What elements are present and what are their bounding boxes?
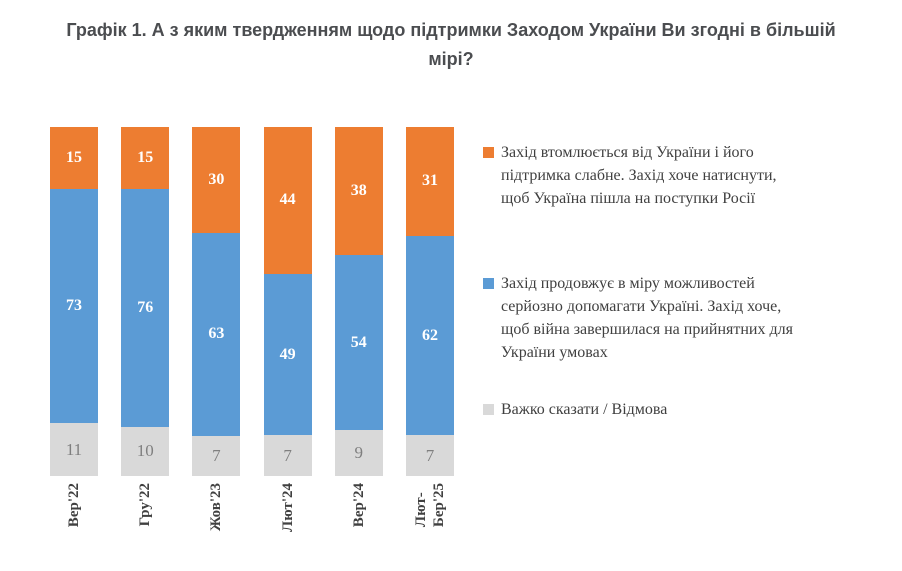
bar-group: 44 49 7 xyxy=(263,127,312,476)
bar-segment-hard-to-say: 7 xyxy=(263,435,312,476)
bar-segment-hard-to-say: 10 xyxy=(121,426,170,476)
chart-title: Графік 1. А з яким твердженням щодо підт… xyxy=(66,20,836,69)
bar-group: 15 76 10 xyxy=(121,127,170,476)
bar-value-label: 9 xyxy=(354,442,364,462)
bar-value-label: 49 xyxy=(279,345,296,363)
bar-value-label: 15 xyxy=(66,149,82,167)
bar-segment-west-helps: 62 xyxy=(405,235,454,436)
bar-value-label: 7 xyxy=(425,445,435,465)
legend-label: Захід втомлюється від України і його під… xyxy=(501,144,777,207)
legend: Захід втомлюється від України і його під… xyxy=(483,0,897,571)
x-axis-label: Вер'24 xyxy=(350,483,367,528)
bar-value-label: 63 xyxy=(208,325,225,343)
bar-group: 38 54 9 xyxy=(334,127,383,476)
bar-value-label: 15 xyxy=(137,148,154,166)
bar-value-label: 7 xyxy=(212,445,221,465)
bar-segment-west-helps: 49 xyxy=(263,273,312,436)
x-axis-label: Вер'22 xyxy=(66,483,82,528)
x-axis-label-cell: Вер'22 xyxy=(50,483,98,555)
bar-segment-west-tired: 15 xyxy=(50,127,98,190)
bar-value-label: 44 xyxy=(279,191,296,209)
x-axis-label: Жов'23 xyxy=(208,483,225,532)
bar-segment-hard-to-say: 9 xyxy=(334,429,383,476)
x-axis-label: Лют- Бер'25 xyxy=(412,483,447,528)
x-axis-label-cell: Жов'23 xyxy=(192,483,240,555)
bar-value-label: 73 xyxy=(66,297,82,315)
bar-value-label: 11 xyxy=(65,439,83,459)
bar-group: 15 73 11 xyxy=(50,127,98,476)
bar-segment-west-tired: 15 xyxy=(121,127,170,189)
x-axis-label-cell: Лют- Бер'25 xyxy=(406,483,454,555)
bar-value-label: 38 xyxy=(350,182,367,200)
bar-value-label: 54 xyxy=(350,333,367,351)
bar-group: 31 62 7 xyxy=(405,127,454,476)
bar-segment-west-tired: 30 xyxy=(192,127,241,233)
plot-area: 15 73 11 15 76 10 30 63 7 44 49 7 38 54 9 31 62 7 xyxy=(50,127,454,477)
bar-segment-hard-to-say: 7 xyxy=(192,435,241,477)
bar-segment-west-helps: 63 xyxy=(192,232,241,436)
bar-segment-west-tired: 38 xyxy=(334,127,383,256)
legend-label: Важко сказати / Відмова xyxy=(501,401,668,418)
bar-value-label: 62 xyxy=(421,326,438,344)
x-axis-label: Гру'22 xyxy=(137,483,154,527)
legend-swatch-west-helps xyxy=(483,278,494,289)
legend-swatch-hard-to-say xyxy=(483,404,494,415)
bar-segment-hard-to-say: 7 xyxy=(405,435,454,476)
bar-value-label: 31 xyxy=(421,172,438,190)
bar-segment-west-tired: 44 xyxy=(263,127,312,274)
x-axis-labels: Вер'22 Гру'22 Жов'23 Лют'24 Вер'24 Лют- Бер'2… xyxy=(50,483,454,555)
x-axis-label-cell: Гру'22 xyxy=(121,483,169,555)
legend-item-west-helps: Захід продовжує в міру можливостей серйо… xyxy=(483,272,897,364)
bar-segment-west-tired: 31 xyxy=(405,127,454,236)
x-axis-label: Лют'24 xyxy=(279,483,296,532)
legend-swatch-west-tired xyxy=(483,147,494,158)
x-axis-label-cell: Вер'24 xyxy=(335,483,383,555)
x-axis-label-cell: Лют'24 xyxy=(264,483,312,555)
bar-segment-west-helps: 76 xyxy=(121,188,170,427)
legend-label: Захід продовжує в міру можливостей серйо… xyxy=(501,275,793,361)
bar-group: 30 63 7 xyxy=(192,127,241,477)
legend-item-west-tired: Захід втомлюється від України і його під… xyxy=(483,141,897,210)
bar-value-label: 30 xyxy=(208,170,225,188)
legend-item-hard-to-say: Важко сказати / Відмова xyxy=(483,398,897,421)
bar-segment-west-helps: 73 xyxy=(50,189,98,424)
bar-value-label: 7 xyxy=(283,445,292,465)
bar-segment-hard-to-say: 11 xyxy=(50,423,98,476)
bar-value-label: 76 xyxy=(137,298,154,316)
bar-segment-west-helps: 54 xyxy=(334,255,383,430)
bar-value-label: 10 xyxy=(136,441,154,461)
